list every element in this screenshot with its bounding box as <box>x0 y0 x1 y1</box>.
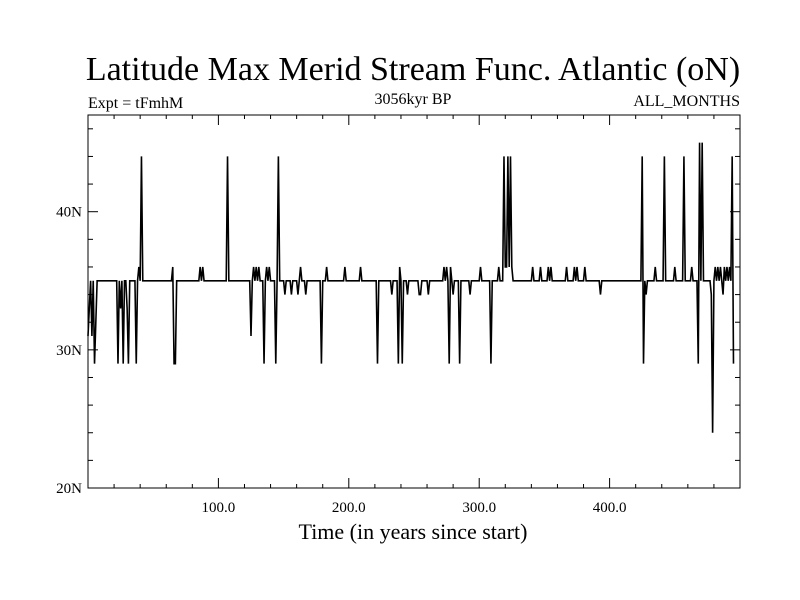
x-tick-label: 200.0 <box>332 500 366 516</box>
period-label: 3056kyr BP <box>375 91 452 108</box>
experiment-label: Expt = tFmhM <box>88 95 183 112</box>
y-tick-label: 40N <box>56 205 82 221</box>
y-tick-label: 30N <box>56 343 82 359</box>
x-tick-label: 300.0 <box>462 500 496 516</box>
y-tick-label: 20N <box>56 481 82 497</box>
plot-frame <box>87 114 741 489</box>
data-series-line <box>87 142 735 433</box>
axis-tick-labels: 100.0 200.0 300.0 400.0 20N 30N 40N <box>56 205 626 516</box>
chart-title: Latitude Max Merid Stream Func. Atlantic… <box>86 51 740 88</box>
x-tick-label: 400.0 <box>593 500 627 516</box>
months-label: ALL_MONTHS <box>633 93 740 110</box>
x-axis-title: Time (in years since start) <box>299 519 528 544</box>
x-tick-label: 100.0 <box>202 500 236 516</box>
